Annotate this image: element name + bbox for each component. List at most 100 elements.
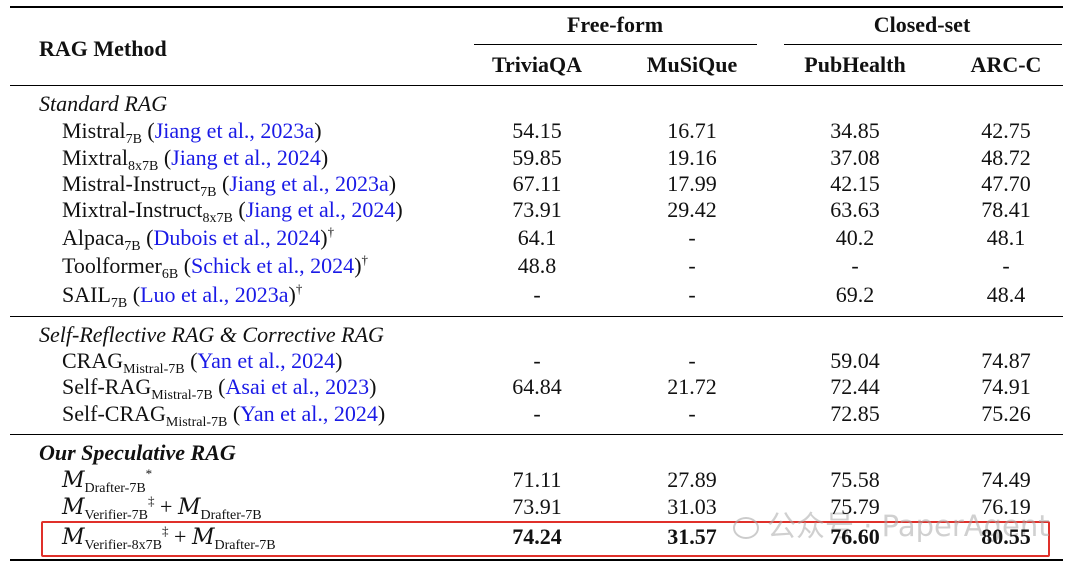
row-label: Mixtral8x7B (Jiang et al., 2024) (62, 145, 329, 175)
model-subscript: Drafter-7B (200, 508, 262, 523)
paren: ) (354, 253, 362, 278)
table-cell: 48.8 (517, 253, 557, 278)
header-col-arcc: ARC-C (970, 52, 1042, 77)
table-cell: 64.1 (517, 225, 557, 250)
table-cell: 67.11 (512, 171, 562, 196)
section-title-standard-rag: Standard RAG (39, 91, 168, 116)
model-superscript: * (145, 466, 153, 481)
citation-link: Asai et al., 2023 (225, 374, 370, 399)
table-cell: 27.89 (667, 467, 717, 492)
model-subscript: 7B (125, 132, 142, 147)
table-cell: 59.85 (512, 145, 562, 170)
section-title-self-reflective: Self-Reflective RAG & Corrective RAG (39, 322, 384, 347)
wechat-icon (733, 517, 759, 539)
table-cell: 71.11 (512, 467, 562, 492)
model-name: CRAG (62, 348, 124, 373)
row-label: Alpaca7B (Dubois et al., 2024)† (62, 224, 334, 254)
paren: ( (212, 374, 226, 399)
table-cell: 78.41 (981, 197, 1031, 222)
table-cell: - (1002, 253, 1010, 278)
header-rule (10, 85, 1063, 86)
model-symbol: M (62, 495, 85, 520)
table-cell: 69.2 (835, 282, 875, 307)
table-cell: 64.84 (512, 374, 562, 399)
paren: ( (184, 348, 198, 373)
model-symbol: M (62, 525, 85, 550)
row-label: SAIL7B (Luo et al., 2023a)† (62, 281, 303, 311)
citation-link: Jiang et al., 2023a (229, 171, 389, 196)
model-name: Self-CRAG (62, 401, 166, 426)
model-subscript: Mistral-7B (123, 362, 185, 377)
header-group-closedset: Closed-set (873, 12, 971, 37)
model-name: Mistral-Instruct (62, 171, 201, 196)
paren: ) (377, 401, 386, 426)
table-cell: 74.24 (512, 524, 562, 549)
model-superscript: ‡ (162, 523, 169, 538)
plus-sign: + (168, 524, 192, 549)
table-cell: 73.91 (512, 494, 562, 519)
closedset-underline (784, 44, 1062, 45)
table-cell: 75.58 (830, 467, 880, 492)
table-cell: 75.26 (981, 401, 1031, 426)
table-cell: 16.71 (667, 118, 717, 143)
table-cell: 48.72 (981, 145, 1031, 170)
row-label: Mixtral-Instruct8x7B (Jiang et al., 2024… (62, 198, 403, 227)
table-cell: 63.63 (830, 197, 880, 222)
row-label: MVerifier-7B‡ + MDrafter-7B (62, 493, 262, 523)
table-cell: 72.85 (830, 401, 880, 426)
paren: ( (227, 401, 241, 426)
model-subscript: 7B (200, 185, 217, 200)
model-subscript: 7B (124, 239, 141, 254)
model-symbol: M (177, 495, 201, 520)
row-label: Toolformer6B (Schick et al., 2024)† (62, 252, 368, 282)
table-cell: - (688, 225, 696, 250)
model-subscript: Drafter-7B (214, 538, 276, 553)
highlight-box (41, 521, 1050, 557)
table-cell: 19.16 (667, 145, 717, 170)
paren: ) (388, 171, 397, 196)
table-cell: 37.08 (830, 145, 880, 170)
section-title-speculative-rag: Our Speculative RAG (39, 440, 236, 465)
model-subscript: 7B (110, 296, 128, 311)
table-cell: 74.91 (981, 374, 1031, 399)
freeform-underline (474, 44, 757, 45)
table-cell: 47.70 (981, 171, 1031, 196)
model-subscript: Mistral-7B (151, 388, 213, 403)
table-cell: 42.75 (981, 118, 1031, 143)
paren: ) (335, 348, 343, 373)
table-cell: 21.72 (667, 374, 717, 399)
model-subscript: Mistral-7B (165, 415, 228, 430)
table-cell: 48.4 (986, 282, 1026, 307)
model-subscript: Drafter-7B (84, 481, 146, 496)
section-rule-2 (10, 434, 1063, 435)
table-cell: - (533, 282, 541, 307)
citation-link: Luo et al., 2023a (140, 282, 289, 307)
paren: ( (140, 225, 154, 250)
table-cell: 54.15 (512, 118, 562, 143)
table-cell: - (851, 253, 859, 278)
row-label: Self-CRAGMistral-7B (Yan et al., 2024) (62, 401, 386, 431)
table-cell: 29.42 (667, 197, 717, 222)
table-cell: 34.85 (830, 118, 880, 143)
table-cell: - (688, 401, 696, 426)
model-subscript: Verifier-7B (84, 508, 149, 523)
model-superscript: † (295, 281, 303, 296)
paren: ( (158, 145, 172, 170)
table-cell: 31.03 (667, 494, 717, 519)
header-col-pubhealth: PubHealth (804, 52, 906, 77)
citation-link: Yan et al., 2024 (240, 401, 378, 426)
table-cell: 74.87 (981, 348, 1031, 373)
header-method-label: RAG Method (39, 36, 167, 61)
paren: ( (216, 171, 230, 196)
table-cell: 42.15 (830, 171, 880, 196)
model-name: Mistral (62, 118, 126, 143)
bottom-rule (10, 559, 1063, 561)
row-label: MVerifier-8x7B‡ + MDrafter-7B (62, 523, 276, 553)
paren: ) (320, 145, 329, 170)
table-cell: - (688, 253, 696, 278)
table-cell: 31.57 (667, 524, 717, 549)
table-cell: 73.91 (512, 197, 562, 222)
model-superscript: ‡ (148, 493, 155, 508)
table-cell: - (533, 401, 541, 426)
table-cell: 40.2 (835, 225, 875, 250)
